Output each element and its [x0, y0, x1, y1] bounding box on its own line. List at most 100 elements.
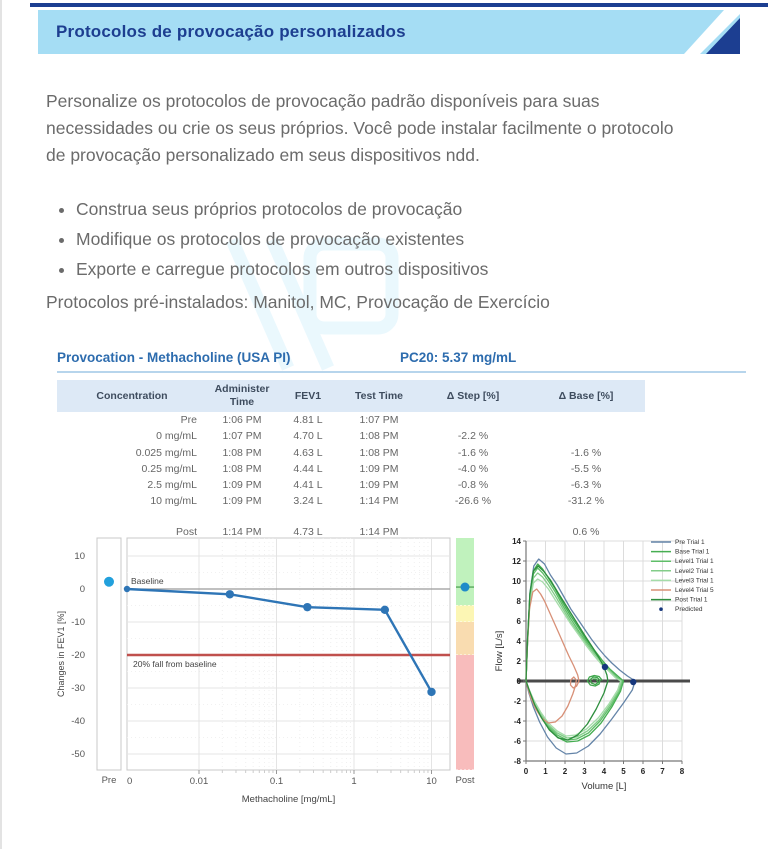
table-cell: -4.0 %: [457, 462, 489, 475]
svg-text:Predicted: Predicted: [675, 606, 703, 613]
column-header: Δ Base [%]: [527, 380, 645, 413]
svg-text:-4: -4: [514, 717, 522, 726]
table-cell: Pre: [180, 414, 197, 427]
svg-text:4: 4: [517, 637, 522, 646]
svg-text:Methacholine [mg/mL]: Methacholine [mg/mL]: [242, 794, 335, 805]
pc20-value: PC20: 5.37 mg/mL: [400, 350, 517, 365]
table-row: 2.5 mg/mL 1:09 PM 4.41 L 1:09 PM -0.8 % -6.3 …: [57, 477, 645, 493]
preinstalled-protocols-text: Protocolos pré-instalados: Manitol, MC, …: [46, 292, 550, 312]
svg-text:Base Trial 1: Base Trial 1: [675, 549, 710, 556]
svg-text:-50: -50: [71, 749, 85, 760]
table-cell: 1:09 PM: [359, 462, 399, 475]
table-cell: [527, 412, 645, 428]
table-cell: 1:08 PM: [222, 446, 262, 459]
table-row: Pre 1:06 PM 4.81 L 1:07 PM: [57, 412, 645, 428]
svg-text:-8: -8: [514, 757, 522, 766]
svg-text:0: 0: [524, 767, 529, 776]
svg-text:Level2 Trial 1: Level2 Trial 1: [675, 568, 714, 575]
table-cell: 4.63 L: [293, 446, 323, 459]
table-cell: 3.24 L: [293, 495, 323, 508]
column-header: Administer Time: [207, 380, 277, 413]
table-cell: -1.6 %: [570, 446, 602, 459]
svg-text:10: 10: [512, 577, 521, 586]
table-cell: 1:09 PM: [222, 495, 262, 508]
table-cell: 4.81 L: [293, 414, 323, 427]
table-cell: 1:14 PM: [359, 495, 399, 508]
report-title: Provocation - Methacholine (USA PI): [57, 350, 291, 365]
top-accent-line: [30, 3, 768, 7]
table-cell: -26.6 %: [454, 495, 492, 508]
table-row: 0.25 mg/mL 1:08 PM 4.44 L 1:09 PM -4.0 % -5.5…: [57, 461, 645, 477]
svg-text:4: 4: [602, 767, 607, 776]
svg-text:Pre Trial 1: Pre Trial 1: [675, 539, 705, 546]
table-cell: 1:09 PM: [222, 478, 262, 491]
svg-text:0.1: 0.1: [270, 776, 283, 787]
corner-triangle-icon: [684, 10, 740, 54]
table-cell: -2.2 %: [457, 430, 489, 443]
table-row: 0.025 mg/mL 1:08 PM 4.63 L 1:08 PM -1.6 % -1.…: [57, 445, 645, 461]
svg-text:Baseline: Baseline: [131, 576, 164, 586]
svg-text:Post: Post: [455, 775, 474, 786]
intro-line: Personalize os protocolos de provocação …: [46, 91, 600, 111]
page-title: Protocolos de provocação personalizados: [56, 22, 406, 41]
svg-text:-40: -40: [71, 716, 85, 727]
bullet-item: Construa seus próprios protocolos de pro…: [76, 194, 488, 224]
bullet-item: Modifique os protocolos de provocação ex…: [76, 224, 488, 254]
header-bar: Protocolos de provocação personalizados: [38, 10, 740, 54]
svg-text:0: 0: [80, 584, 85, 595]
table-cell: 10 mg/mL: [150, 495, 197, 508]
bullet-item: Exporte e carregue protocolos em outros …: [76, 254, 488, 284]
table-cell: -31.2 %: [567, 495, 605, 508]
svg-text:3: 3: [582, 767, 587, 776]
svg-text:Level3 Trial 1: Level3 Trial 1: [675, 577, 714, 584]
table-cell: 1:09 PM: [359, 478, 399, 491]
svg-text:Changes in FEV1 [%]: Changes in FEV1 [%]: [56, 611, 66, 697]
table-cell: 4.70 L: [293, 430, 323, 443]
intro-paragraph: Personalize os protocolos de provocação …: [46, 88, 673, 169]
intro-line: necessidades ou crie os seus próprios. V…: [46, 118, 674, 138]
table-cell: 1:07 PM: [222, 430, 262, 443]
svg-text:0: 0: [127, 776, 132, 787]
column-header: FEV1: [277, 380, 339, 413]
svg-text:-6: -6: [514, 737, 522, 746]
svg-text:20% fall from baseline: 20% fall from baseline: [133, 659, 217, 669]
svg-text:-20: -20: [71, 650, 85, 661]
intro-line: de provocação personalizado em seus disp…: [46, 145, 480, 165]
svg-text:Level4 Trial 5: Level4 Trial 5: [675, 587, 714, 594]
svg-text:8: 8: [680, 767, 685, 776]
svg-text:0.01: 0.01: [190, 776, 209, 787]
table-cell: -0.8 %: [457, 478, 489, 491]
table-cell: 1:06 PM: [222, 414, 262, 427]
svg-text:14: 14: [512, 537, 521, 546]
svg-text:7: 7: [660, 767, 665, 776]
svg-text:-10: -10: [71, 617, 85, 628]
table-cell: -6.3 %: [570, 478, 602, 491]
column-header: Concentration: [57, 380, 207, 413]
table-cell: 0.6 %: [572, 526, 600, 539]
table-body: Pre 1:06 PM 4.81 L 1:07 PM 0 mg/mL 1:07 PM 4.7…: [57, 412, 645, 540]
svg-text:10: 10: [74, 551, 85, 562]
column-header: Δ Step [%]: [419, 380, 527, 413]
table-cell: 0.025 mg/mL: [135, 446, 197, 459]
table-row: 0 mg/mL 1:07 PM 4.70 L 1:08 PM -2.2 %: [57, 428, 645, 444]
table-cell: 1:08 PM: [359, 430, 399, 443]
svg-text:1: 1: [351, 776, 356, 787]
table-cell: 4.73 L: [293, 526, 323, 539]
table-row: Post 1:14 PM 4.73 L 1:14 PM 0.6 %: [57, 524, 645, 540]
table-cell: 1:07 PM: [359, 414, 399, 427]
svg-text:Pre: Pre: [102, 775, 117, 786]
column-header: Test Time: [339, 380, 419, 413]
table-cell: 1:08 PM: [222, 462, 262, 475]
svg-text:1: 1: [543, 767, 548, 776]
table-cell: 1:14 PM: [222, 526, 262, 539]
page-left-border: [0, 0, 2, 849]
table-header-row: Concentration Administer Time FEV1 Test Tim…: [57, 380, 645, 413]
svg-text:6: 6: [641, 767, 646, 776]
svg-text:12: 12: [512, 557, 521, 566]
svg-text:Volume [L]: Volume [L]: [582, 781, 627, 792]
report-title-underline: [57, 371, 746, 373]
table-cell: 4.44 L: [293, 462, 323, 475]
provocation-table: Concentration Administer Time FEV1 Test Tim…: [57, 380, 645, 540]
